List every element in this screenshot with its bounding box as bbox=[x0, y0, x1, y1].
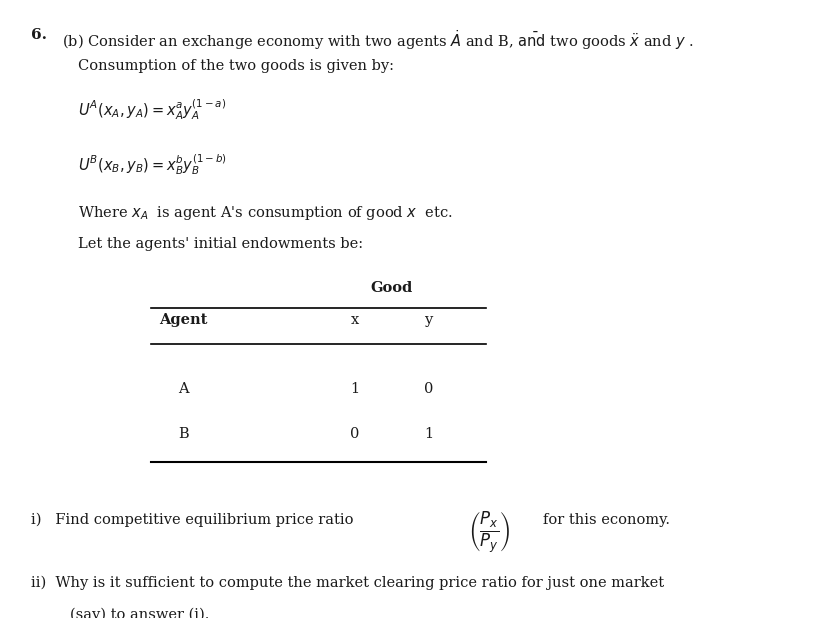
Text: (b) Consider an exchange economy with two agents $\dot{A}$ and B, $\bar{\mathrm{: (b) Consider an exchange economy with tw… bbox=[62, 28, 694, 52]
Text: B: B bbox=[178, 427, 189, 441]
Text: Consumption of the two goods is given by:: Consumption of the two goods is given by… bbox=[78, 59, 393, 73]
Text: 1: 1 bbox=[424, 427, 433, 441]
Text: A: A bbox=[178, 383, 189, 396]
Text: Where $x_A$  is agent A's consumption of good $x$  etc.: Where $x_A$ is agent A's consumption of … bbox=[78, 205, 452, 222]
Text: Let the agents' initial endowments be:: Let the agents' initial endowments be: bbox=[78, 237, 362, 251]
Text: $U^B(x_B, y_B) = x_B^b y_B^{(1-b)}$: $U^B(x_B, y_B) = x_B^b y_B^{(1-b)}$ bbox=[78, 153, 226, 177]
Text: for this economy.: for this economy. bbox=[543, 513, 670, 527]
Text: Good: Good bbox=[370, 281, 413, 295]
Text: (say) to answer (i).: (say) to answer (i). bbox=[70, 607, 210, 618]
Text: y: y bbox=[424, 313, 432, 326]
Text: 1: 1 bbox=[350, 383, 360, 396]
Text: ii)  Why is it sufficient to compute the market clearing price ratio for just on: ii) Why is it sufficient to compute the … bbox=[31, 575, 664, 590]
Text: $\left(\dfrac{P_x}{P_y}\right)$: $\left(\dfrac{P_x}{P_y}\right)$ bbox=[468, 510, 509, 555]
Text: 0: 0 bbox=[424, 383, 433, 396]
Text: 6.: 6. bbox=[31, 28, 47, 42]
Text: i)   Find competitive equilibrium price ratio: i) Find competitive equilibrium price ra… bbox=[31, 513, 353, 527]
Text: 0: 0 bbox=[350, 427, 360, 441]
Text: $U^A(x_A, y_A) = x_A^a y_A^{(1-a)}$: $U^A(x_A, y_A) = x_A^a y_A^{(1-a)}$ bbox=[78, 98, 226, 122]
Text: x: x bbox=[351, 313, 359, 326]
Text: Agent: Agent bbox=[159, 313, 207, 326]
